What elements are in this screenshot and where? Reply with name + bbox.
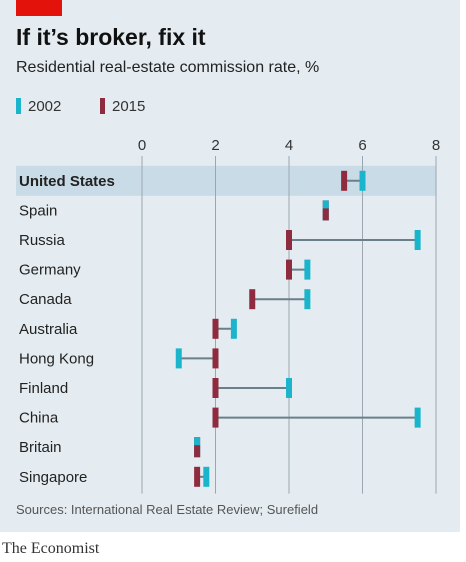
marker-2002-hong-kong: [175, 348, 182, 369]
legend-item-2002: 2002: [16, 96, 61, 116]
marker-2015-united-states: [341, 170, 348, 191]
marker-2015-china: [212, 407, 219, 428]
dumbbell-chart: 0 2 4 6 8 United States Spain Russia Germany Cana…: [16, 137, 440, 494]
x-tick-label-4: 4: [285, 137, 293, 154]
category-label-spain: Spain: [19, 202, 57, 219]
marker-2015-overlay-spain: [322, 208, 329, 221]
category-label-russia: Russia: [19, 232, 66, 249]
legend-swatch-2015: [100, 98, 105, 114]
x-tick-label-6: 6: [358, 137, 366, 154]
marker-2002-canada: [304, 289, 311, 310]
category-label-australia: Australia: [19, 321, 78, 338]
marker-2002-china: [414, 407, 421, 428]
highlight-row-band: [16, 165, 436, 196]
chart-title: If it’s broker, fix it: [16, 24, 206, 50]
legend-label-2002: 2002: [28, 97, 62, 115]
category-label-finland: Finland: [19, 380, 68, 397]
legend-label-2015: 2015: [112, 97, 146, 115]
category-label-united-states: United States: [19, 173, 115, 190]
category-label-britain: Britain: [19, 439, 62, 456]
marker-2015-russia: [286, 230, 292, 250]
publisher-brand: The Economist: [2, 540, 100, 557]
marker-2015-hong-kong: [212, 348, 219, 369]
marker-2002-australia: [230, 318, 237, 339]
chart-panel: [0, 0, 460, 532]
marker-2002-united-states: [359, 170, 366, 191]
marker-2002-singapore: [203, 466, 210, 487]
marker-2015-singapore: [194, 466, 201, 487]
marker-2002-germany: [304, 259, 311, 280]
category-label-canada: Canada: [19, 291, 72, 308]
x-tick-label-8: 8: [432, 137, 440, 154]
category-label-germany: Germany: [19, 262, 81, 279]
legend-item-2015: 2015: [100, 96, 145, 116]
marker-2015-germany: [286, 259, 292, 280]
x-tick-label-2: 2: [211, 137, 219, 154]
brand-tag: [16, 0, 62, 16]
source-note: Sources: International Real Estate Revie…: [16, 502, 319, 517]
chart-subtitle: Residential real-estate commission rate,…: [16, 59, 320, 76]
marker-2015-australia: [212, 318, 219, 339]
marker-2002-russia: [414, 230, 421, 250]
category-label-hong-kong: Hong Kong: [19, 350, 94, 367]
marker-2015-finland: [212, 378, 219, 398]
category-label-china: China: [19, 410, 59, 427]
category-label-singapore: Singapore: [19, 469, 87, 486]
legend-swatch-2002: [16, 98, 21, 114]
x-tick-label-0: 0: [138, 137, 146, 154]
marker-2002-finland: [286, 378, 292, 398]
marker-2015-canada: [249, 289, 256, 310]
marker-2015-overlay-britain: [194, 445, 201, 458]
